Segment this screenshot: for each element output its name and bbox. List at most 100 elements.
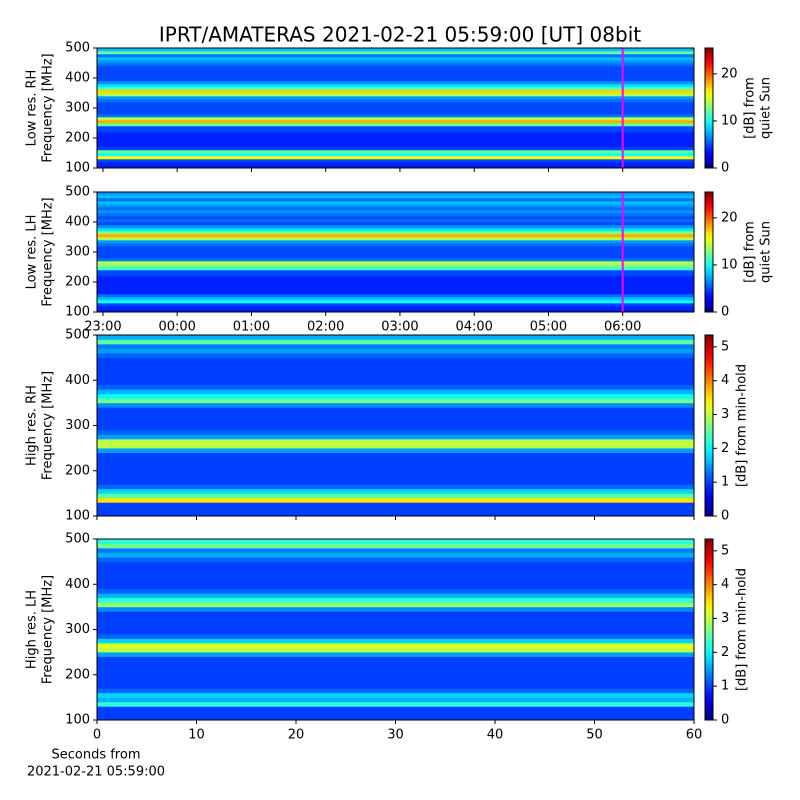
heatmap-row	[97, 141, 694, 145]
heatmap-row	[97, 270, 694, 274]
heatmap-row	[97, 674, 694, 680]
heatmap-row	[97, 165, 694, 169]
heatmap-row	[97, 111, 694, 115]
heatmap-row	[97, 150, 694, 154]
heatmap-row	[97, 303, 694, 307]
heatmap-row	[97, 543, 694, 549]
heatmap-row	[97, 579, 694, 585]
heatmap-row	[97, 57, 694, 61]
heatmap-row	[97, 237, 694, 241]
colorbar	[704, 334, 714, 517]
colorbar-tick-label: 0	[721, 161, 729, 176]
colorbar-tick-label: 20	[721, 66, 738, 81]
heatmap-row	[97, 461, 694, 467]
x-tick-label: 30	[387, 728, 404, 743]
heatmap-row	[97, 282, 694, 286]
heatmap-row	[97, 123, 694, 127]
heatmap-row	[97, 339, 694, 345]
heatmap-row	[97, 430, 694, 435]
colorbar-tick-label: 1	[721, 679, 729, 694]
heatmap-row	[97, 288, 694, 292]
y-tick-label: 500	[65, 41, 90, 56]
heatmap-row	[97, 344, 694, 349]
heatmap-row	[97, 126, 694, 130]
x-tick-label: 60	[686, 728, 703, 743]
heatmap-row	[97, 624, 694, 630]
colorbar-label: quiet Sun	[759, 221, 774, 283]
colorbar-tick-label: 0	[721, 305, 729, 320]
heatmap-row	[97, 255, 694, 259]
heatmap-row	[97, 225, 694, 229]
heatmap-row	[97, 216, 694, 220]
colorbar-label: [dB] from	[743, 221, 758, 283]
heatmap-row	[97, 656, 694, 662]
heatmap-row	[97, 273, 694, 277]
heatmap-row	[97, 78, 694, 82]
heatmap-row	[97, 48, 694, 52]
heatmap-row	[97, 552, 694, 558]
heatmap-row	[97, 285, 694, 289]
heatmap-row	[97, 192, 694, 196]
heatmap-row	[97, 434, 694, 440]
heatmap-row	[97, 120, 694, 124]
heatmap-row	[97, 634, 694, 639]
colorbar-tick-label: 10	[721, 257, 738, 272]
x-tick-label: 23:00	[84, 320, 121, 335]
heatmap-row	[97, 475, 694, 481]
heatmap-row	[97, 484, 694, 490]
y-axis-label: Frequency [MHz]	[41, 371, 56, 480]
heatmap-row	[97, 606, 694, 612]
colorbar-label: [dB] from min-hold	[735, 364, 750, 487]
colorbar-tick-label: 5	[721, 339, 729, 354]
heatmap-row	[97, 706, 694, 712]
heatmap-row	[97, 443, 694, 449]
heatmap-row	[97, 701, 694, 707]
y-axis-label: High res. RH	[25, 385, 40, 466]
heatmap-row	[97, 72, 694, 76]
heatmap-row	[97, 557, 694, 562]
heatmap-row	[97, 252, 694, 256]
colorbar-tick-label: 4	[721, 577, 729, 592]
heatmap-row	[97, 679, 694, 685]
heatmap-row	[97, 683, 694, 689]
colorbar-label: [dB] from min-hold	[735, 568, 750, 691]
colorbar-tick-label: 2	[721, 441, 729, 456]
heatmap-row	[97, 117, 694, 121]
heatmap-row	[97, 357, 694, 363]
heatmap-row	[97, 479, 694, 485]
y-tick-label: 300	[65, 245, 90, 260]
heatmap-row	[97, 466, 694, 472]
heatmap-row	[97, 228, 694, 232]
heatmap-row	[97, 497, 694, 503]
heatmap-row	[97, 629, 694, 635]
y-tick-label: 400	[65, 215, 90, 230]
y-axis-label: Frequency [MHz]	[41, 575, 56, 684]
heatmap-row	[97, 393, 694, 399]
heatmap-row	[97, 69, 694, 73]
colorbar-label: quiet Sun	[759, 77, 774, 139]
heatmap-row	[97, 362, 694, 367]
y-tick-label: 300	[65, 418, 90, 433]
y-tick-label: 200	[65, 131, 90, 146]
heatmap-row	[97, 243, 694, 247]
heatmap-row	[97, 162, 694, 166]
heatmap-row	[97, 195, 694, 199]
colorbar-tick-label: 3	[721, 611, 729, 626]
colorbar-tick-label: 1	[721, 475, 729, 490]
y-tick-label: 200	[65, 463, 90, 478]
y-tick-label: 500	[65, 185, 90, 200]
heatmap-row	[97, 306, 694, 310]
heatmap-row	[97, 60, 694, 64]
y-tick-label: 200	[65, 275, 90, 290]
y-tick-label: 100	[65, 509, 90, 524]
y-tick-label: 100	[65, 713, 90, 728]
heatmap-row	[97, 335, 694, 340]
heatmap-row	[97, 548, 694, 553]
y-axis-label: Frequency [MHz]	[41, 197, 56, 306]
heatmap-row	[97, 615, 694, 621]
heatmap-row	[97, 561, 694, 567]
heatmap-row	[97, 416, 694, 422]
heatmap-row	[97, 407, 694, 413]
x-tick-label: 0	[93, 728, 101, 743]
